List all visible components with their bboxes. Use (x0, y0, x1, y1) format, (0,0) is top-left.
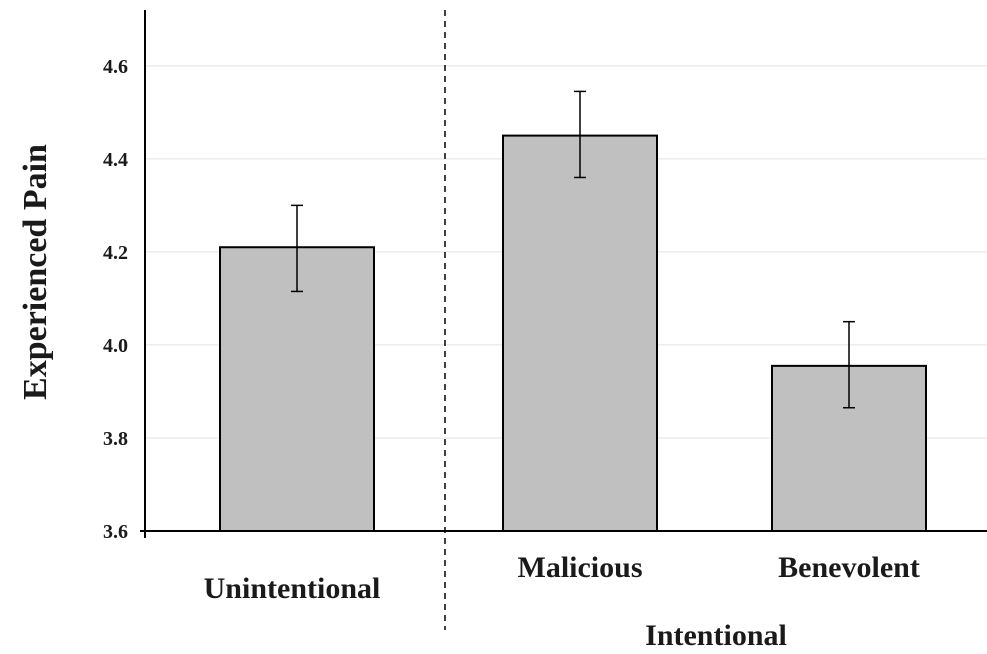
y-tick-labels: 3.6 3.8 4.0 4.2 4.4 4.6 (103, 56, 128, 543)
y-tick-label: 4.0 (103, 335, 128, 357)
error-bar-malicious (574, 90, 586, 179)
bars (219, 134, 927, 533)
y-tick-label: 3.8 (103, 428, 128, 450)
bar-unintentional (219, 246, 375, 533)
y-tick-label: 4.2 (103, 242, 128, 264)
category-label-benevolent: Benevolent (778, 551, 920, 584)
y-tick-label: 3.6 (103, 521, 128, 543)
error-bar-unintentional (291, 204, 303, 293)
category-label-unintentional: Unintentional (204, 572, 381, 605)
y-axis-title: Experienced Pain (17, 144, 54, 400)
error-bars (291, 90, 855, 409)
error-bar-benevolent (843, 320, 855, 409)
category-label-malicious: Malicious (518, 551, 643, 584)
y-tick-label: 4.4 (103, 149, 128, 171)
group-label: Intentional (645, 619, 787, 652)
category-labels: Unintentional Malicious Benevolent (204, 551, 920, 605)
bar-malicious (502, 134, 658, 533)
y-tick-label: 4.6 (103, 56, 128, 78)
